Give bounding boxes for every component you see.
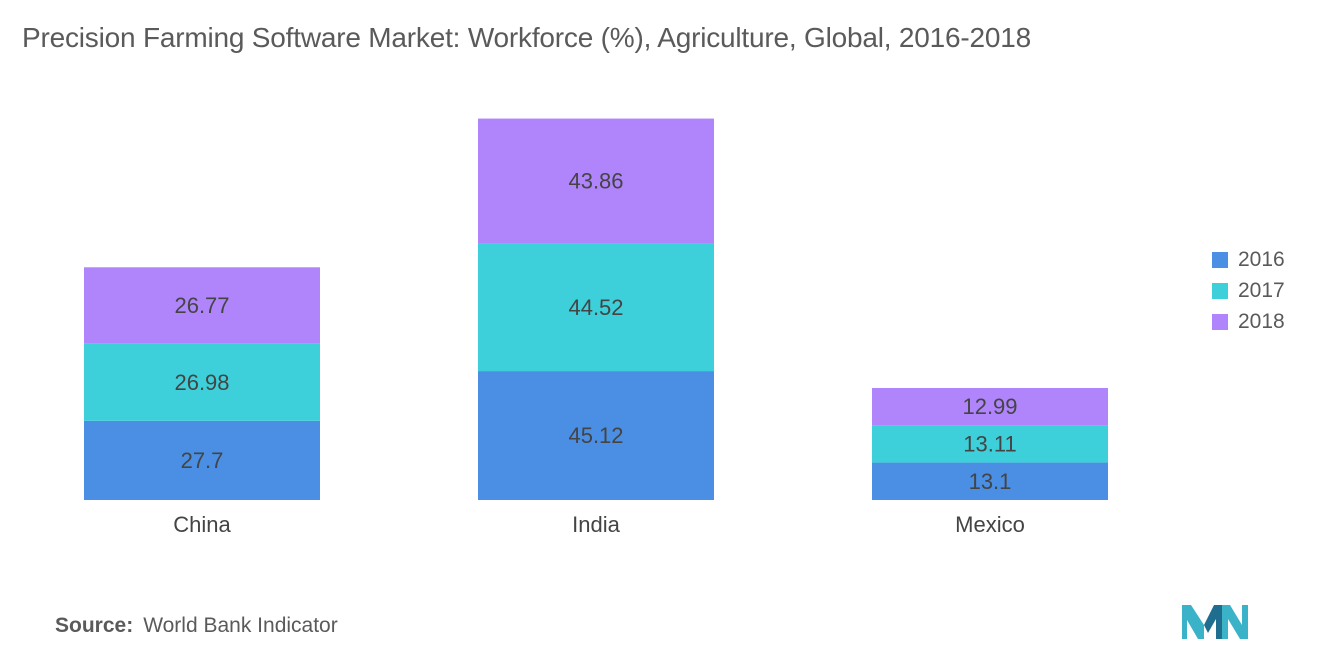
legend-label-2016: 2016	[1238, 247, 1285, 271]
source-text: World Bank Indicator	[143, 614, 338, 637]
category-label-china: China	[173, 512, 231, 537]
bar-mexico-2018	[872, 388, 1108, 426]
bar-mexico-2017	[872, 425, 1108, 463]
bar-china-2017	[84, 343, 320, 421]
legend-item-2018: 2018	[1212, 306, 1285, 337]
data-label-mexico-2016: 13.1	[969, 469, 1012, 494]
data-label-china-2018: 26.77	[174, 293, 229, 318]
data-label-china-2017: 26.98	[174, 370, 229, 395]
data-label-mexico-2018: 12.99	[962, 394, 1017, 419]
source-note: Source: World Bank Indicator	[55, 614, 338, 638]
legend-label-2017: 2017	[1238, 278, 1285, 302]
legend-item-2016: 2016	[1212, 244, 1285, 275]
bar-india-2017	[478, 243, 714, 372]
chart-title: Precision Farming Software Market: Workf…	[22, 22, 1032, 53]
legend-swatch-2017	[1212, 282, 1228, 299]
data-label-india-2018: 43.86	[568, 169, 623, 194]
company-logo-icon	[1182, 603, 1250, 644]
bar-mexico-2016	[872, 462, 1108, 500]
data-label-india-2016: 45.12	[568, 423, 623, 448]
data-label-china-2016: 27.7	[181, 448, 224, 473]
legend-item-2017: 2017	[1212, 275, 1285, 306]
legend-swatch-2018	[1212, 313, 1228, 330]
bar-china-2016	[84, 420, 320, 500]
data-label-india-2017: 44.52	[568, 295, 623, 320]
legend-label-2018: 2018	[1238, 309, 1285, 333]
data-label-mexico-2017: 13.11	[963, 431, 1016, 456]
category-label-india: India	[572, 512, 620, 537]
bar-india-2018	[478, 118, 714, 244]
bar-china-2018	[84, 267, 320, 344]
legend: 2016 2017 2018	[1212, 244, 1285, 337]
legend-swatch-2016	[1212, 251, 1228, 268]
source-label: Source:	[55, 614, 134, 637]
category-label-mexico: Mexico	[955, 512, 1025, 537]
bar-india-2016	[478, 371, 714, 500]
chart-area: 27.7 26.98 26.77 China 45.12 44.52 43.86 India 1…	[84, 118, 1108, 537]
